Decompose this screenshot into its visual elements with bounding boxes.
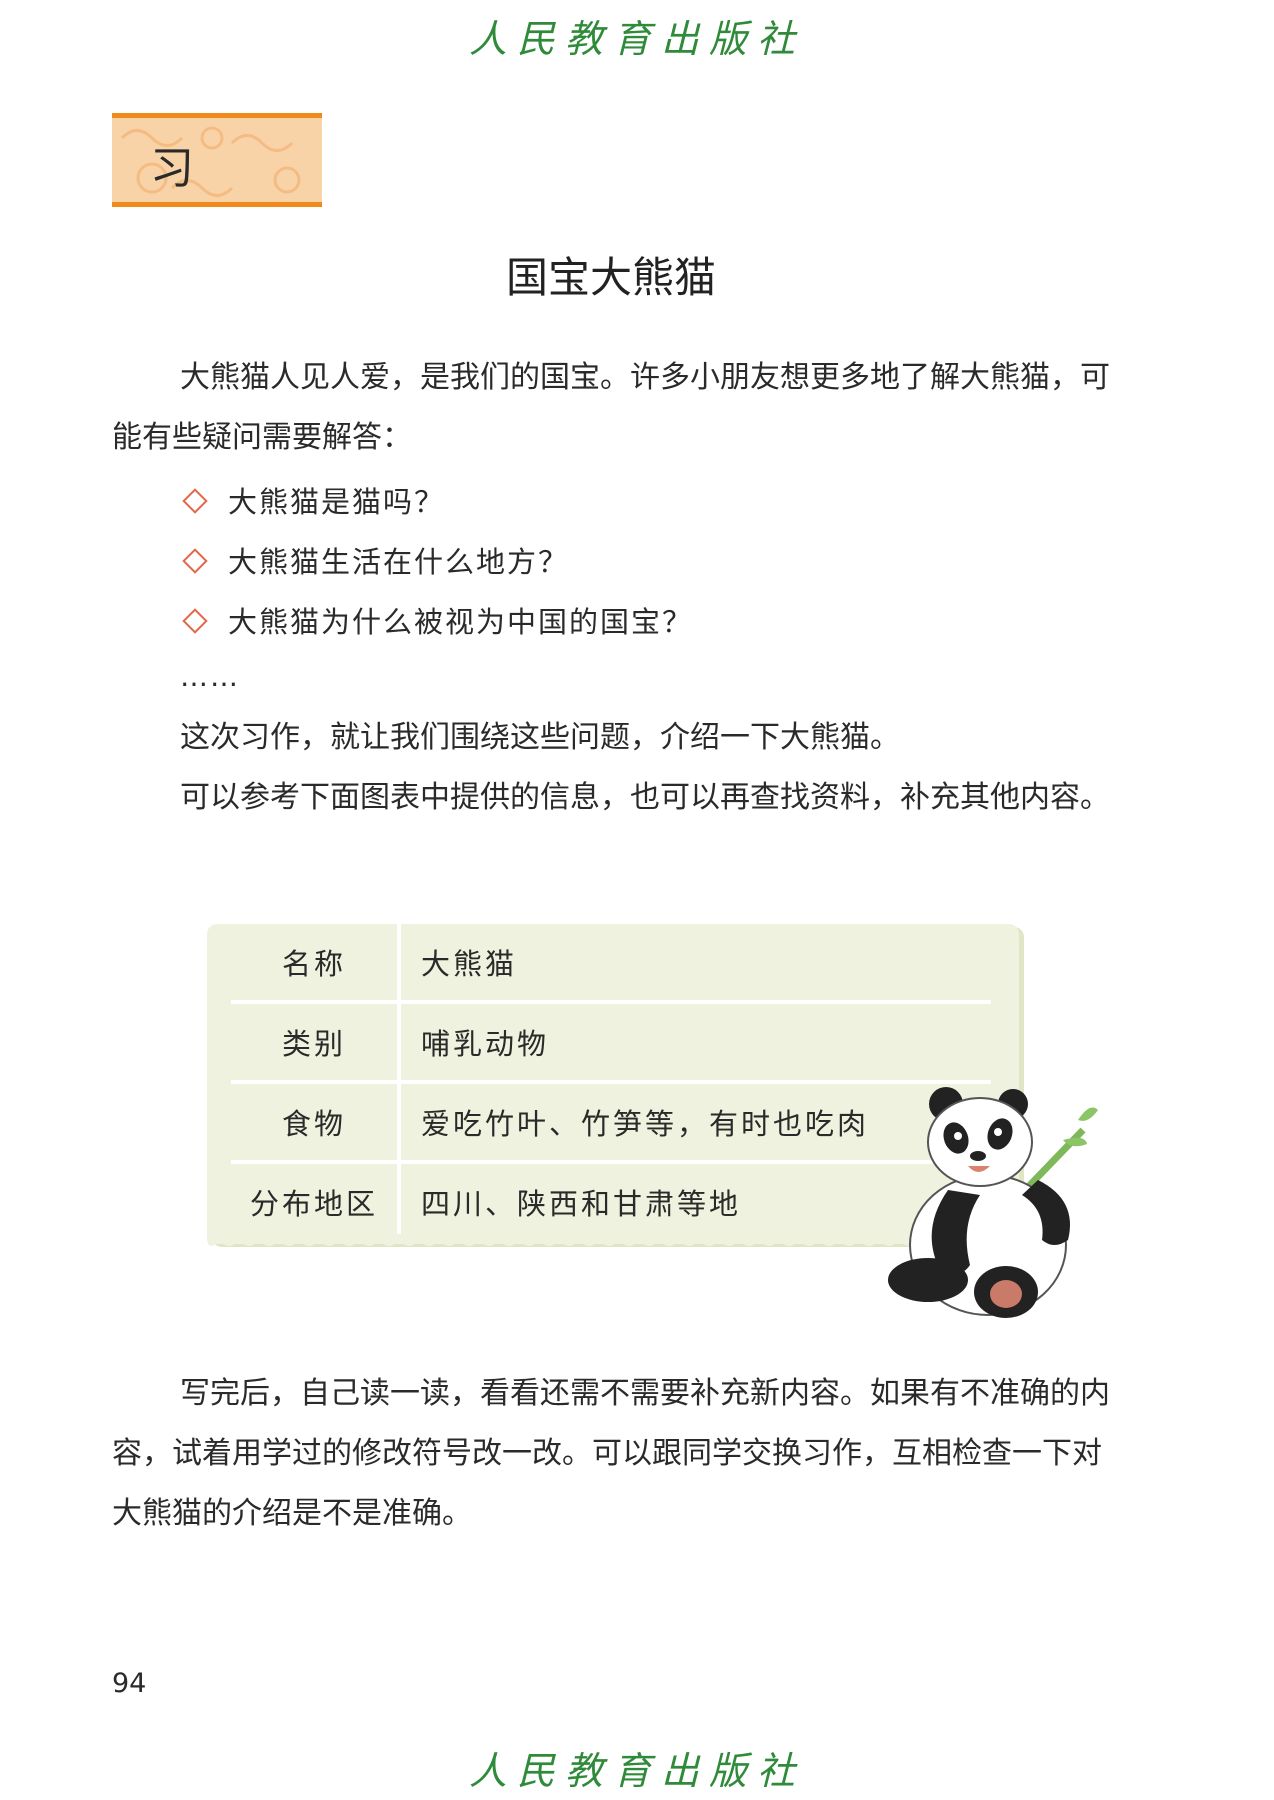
info-card: 名称 大熊猫 类别 哺乳动物 食物 爱吃竹叶、竹笋等，有时也吃肉 分布地区 四川、陕西和… — [207, 924, 1019, 1246]
publisher-footer: 人民教育出版社 — [468, 1749, 805, 1793]
list-item: 大熊猫生活在什么地方？ — [180, 532, 693, 592]
table-row: 食物 爱吃竹叶、竹笋等，有时也吃肉 — [231, 1082, 991, 1164]
table-row: 名称 大熊猫 — [231, 924, 991, 1004]
closing-paragraph: 写完后，自己读一读，看看还需不需要补充新内容。如果有不准确的内容，试着用学过的修… — [112, 1376, 1110, 1531]
section-badge: 习作 — [112, 113, 322, 207]
intro-paragraph: 大熊猫人见人爱，是我们的国宝。许多小朋友想更多地了解大熊猫，可能有些疑问需要解答… — [112, 360, 1110, 455]
table-row: 类别 哺乳动物 — [231, 1002, 991, 1084]
table-key: 名称 — [231, 924, 401, 1004]
reference-paragraph: 可以参考下面图表中提供的信息，也可以再查找资料，补充其他内容。 — [180, 780, 1110, 815]
task-paragraph: 这次习作，就让我们围绕这些问题，介绍一下大熊猫。 — [180, 720, 900, 755]
badge-pattern — [120, 126, 301, 197]
table-key: 食物 — [231, 1082, 401, 1164]
publisher-header: 人民教育出版社 — [468, 17, 805, 61]
list-item: 大熊猫是猫吗？ — [180, 472, 693, 532]
table-value: 爱吃竹叶、竹笋等，有时也吃肉 — [399, 1082, 991, 1164]
ellipsis: …… — [180, 660, 240, 693]
diamond-bullet-icon — [182, 488, 208, 514]
list-item: 大熊猫为什么被视为中国的国宝？ — [180, 592, 693, 652]
diamond-bullet-icon — [182, 608, 208, 634]
table-value: 哺乳动物 — [399, 1002, 991, 1084]
table-value: 大熊猫 — [399, 924, 991, 1004]
section-label: 习作 — [150, 143, 238, 194]
table-key: 分布地区 — [231, 1162, 401, 1240]
question-list: 大熊猫是猫吗？ 大熊猫生活在什么地方？ 大熊猫为什么被视为中国的国宝？ — [180, 472, 693, 652]
table-row: 分布地区 四川、陕西和甘肃等地 — [231, 1162, 991, 1240]
info-table: 名称 大熊猫 类别 哺乳动物 食物 爱吃竹叶、竹笋等，有时也吃肉 分布地区 四川、陕西和… — [231, 924, 991, 1240]
page-number: 94 — [112, 1668, 147, 1699]
diamond-bullet-icon — [182, 548, 208, 574]
table-key: 类别 — [231, 1002, 401, 1084]
page-title: 国宝大熊猫 — [505, 253, 716, 302]
card-scalloped-edge — [207, 1234, 1019, 1246]
table-value: 四川、陕西和甘肃等地 — [421, 1187, 742, 1221]
panda-illustration — [888, 1087, 1098, 1318]
